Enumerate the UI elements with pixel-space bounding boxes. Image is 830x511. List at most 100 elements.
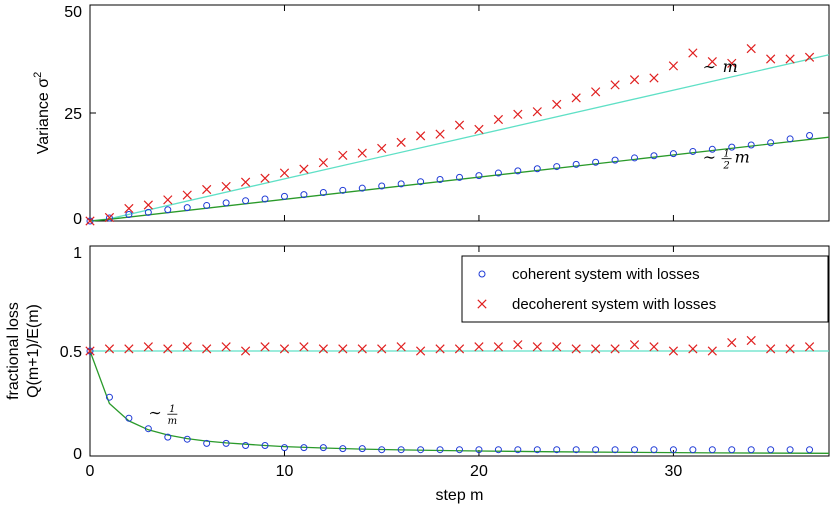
data-point-x — [279, 168, 290, 178]
data-point-x — [610, 344, 620, 354]
data-point-x — [415, 131, 426, 141]
data-point-circle — [533, 446, 541, 454]
data-point-x — [221, 181, 231, 192]
data-point-circle — [86, 217, 94, 225]
data-point-circle — [494, 169, 502, 177]
data-point-x — [785, 344, 795, 354]
data-point-x — [221, 342, 231, 352]
data-point-circle — [456, 446, 463, 454]
annotation-frac-num: 1 — [169, 404, 175, 415]
data-point-x — [85, 216, 95, 226]
data-point-x — [396, 137, 406, 148]
data-point-circle — [708, 446, 716, 454]
x-tick-label: 30 — [665, 463, 683, 480]
data-point-x — [474, 124, 484, 135]
data-point-x — [474, 342, 484, 352]
data-point-circle — [261, 195, 269, 203]
data-point-x — [591, 344, 601, 354]
data-point-x — [727, 58, 737, 68]
data-point-x — [746, 335, 756, 346]
data-point-circle — [650, 152, 658, 160]
legend-label: decoherent system with losses — [512, 296, 716, 313]
data-point-x — [766, 344, 776, 354]
data-point-x — [299, 342, 309, 352]
data-point-x — [318, 158, 328, 168]
data-point-circle — [183, 204, 191, 212]
data-point-circle — [689, 446, 697, 454]
x-tick-label: 10 — [276, 463, 294, 480]
data-point-circle — [144, 425, 152, 433]
data-point-circle — [436, 176, 444, 184]
y-tick-label: 0 — [73, 211, 82, 228]
data-point-circle — [786, 446, 794, 454]
data-marks — [85, 44, 830, 454]
data-point-x — [707, 56, 717, 67]
data-point-circle — [514, 446, 522, 454]
series-line-theory-m-2 — [89, 136, 830, 222]
data-point-x — [377, 143, 387, 154]
y-tick-label: 25 — [64, 106, 82, 123]
data-point-x — [668, 346, 679, 356]
data-point-circle — [164, 433, 172, 441]
data-point-circle — [183, 435, 191, 443]
data-point-x — [435, 344, 445, 354]
data-point-circle — [553, 446, 561, 454]
data-point-circle — [728, 143, 736, 151]
data-point-circle — [806, 446, 814, 454]
data-point-x — [629, 75, 640, 85]
y-tick-label: 1 — [73, 245, 82, 262]
data-point-x — [649, 73, 659, 83]
data-point-circle — [242, 197, 250, 205]
data-point-x — [707, 346, 717, 356]
data-point-circle — [669, 150, 677, 158]
data-point-x — [552, 99, 562, 109]
data-point-x — [182, 342, 192, 352]
annotation-frac-den: m — [168, 416, 177, 427]
data-point-x — [591, 87, 601, 97]
data-point-x — [338, 150, 348, 160]
data-point-circle — [86, 347, 94, 355]
data-point-x — [649, 342, 659, 352]
data-point-circle — [631, 446, 639, 454]
data-point-circle — [339, 445, 347, 453]
data-point-circle — [358, 184, 366, 192]
data-point-x — [357, 344, 367, 354]
data-point-x — [610, 80, 620, 90]
data-point-circle — [222, 439, 230, 447]
annotation-frac-num: 1 — [723, 149, 729, 160]
data-point-circle — [572, 160, 580, 168]
legend-label: coherent system with losses — [512, 266, 700, 283]
data-point-circle — [767, 139, 775, 147]
data-point-circle — [669, 446, 677, 454]
data-point-x — [104, 344, 115, 354]
y-tick-label: 0.5 — [60, 344, 82, 361]
data-point-x — [143, 200, 153, 210]
y-axis-label-line: Q(m+1)/E(m) — [25, 304, 42, 398]
data-point-circle — [417, 446, 425, 454]
data-point-x — [727, 337, 737, 348]
y-axis-label-line: fractional loss — [5, 302, 22, 400]
data-point-x — [124, 344, 134, 354]
data-point-x — [571, 344, 581, 354]
data-point-circle — [572, 446, 580, 454]
data-point-circle — [806, 131, 814, 139]
annotation-frac-den: 2 — [722, 161, 729, 172]
series-line-theory-m — [89, 54, 830, 222]
data-point-circle — [125, 211, 133, 219]
y-tick-label: 0 — [73, 446, 82, 463]
data-point-circle — [456, 173, 463, 181]
data-point-x — [493, 342, 504, 352]
data-point-x — [454, 120, 465, 130]
data-point-x — [415, 346, 426, 356]
data-point-x — [629, 340, 640, 350]
x-tick-label: 0 — [86, 463, 95, 480]
data-point-circle — [611, 156, 619, 164]
annotation-tilde: ∼ — [703, 148, 716, 167]
data-point-circle — [280, 192, 288, 200]
data-point-x — [163, 195, 173, 205]
data-point-circle — [300, 444, 308, 452]
data-point-x — [532, 342, 542, 352]
data-point-x — [240, 177, 251, 187]
data-point-circle — [747, 446, 755, 454]
